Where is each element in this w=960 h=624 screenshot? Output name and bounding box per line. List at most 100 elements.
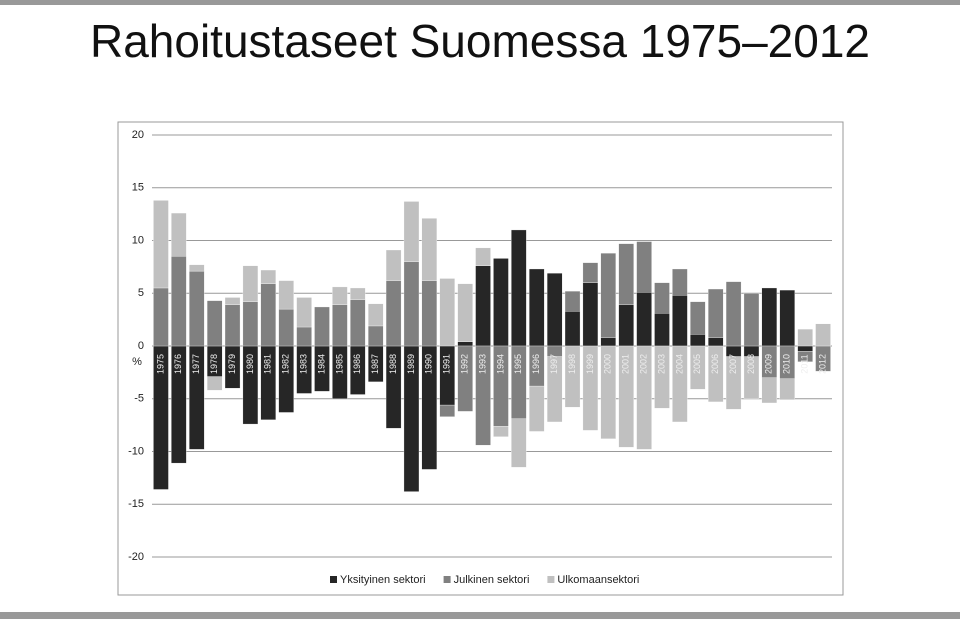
bar-segment [511, 229, 527, 347]
bar-segment [457, 283, 473, 342]
legend-label: Ulkomaansektori [557, 574, 639, 586]
x-tick-label: 1993 [477, 354, 487, 374]
bar-segment [153, 287, 169, 347]
x-tick-label: 1980 [245, 354, 255, 374]
x-tick-label: 1978 [209, 354, 219, 374]
bar-segment [636, 292, 652, 347]
bar-segment [582, 345, 599, 431]
bar-segment [260, 269, 276, 284]
x-tick-label: 2001 [621, 354, 631, 374]
bar-segment [493, 426, 509, 437]
bar-segment [618, 345, 634, 448]
bar-segment [153, 200, 169, 289]
x-tick-label: 1995 [513, 354, 523, 374]
bar-segment [564, 311, 581, 347]
bar-segment [189, 270, 205, 347]
bar-segment [368, 303, 384, 327]
bar-segment [206, 300, 223, 347]
x-tick-label: 1997 [549, 354, 559, 374]
bar-segment [189, 264, 205, 272]
bar-segment [654, 345, 670, 409]
x-tick-label: 2011 [800, 354, 810, 373]
x-tick-label: 2004 [674, 354, 684, 374]
bar-segment [546, 356, 563, 423]
y-tick-label: 0 [138, 340, 144, 352]
bar-segment [743, 356, 760, 399]
bar-segment [654, 313, 670, 347]
x-tick-label: 2008 [746, 354, 756, 374]
bar-segment [797, 328, 813, 347]
x-tick-label: 2006 [710, 354, 720, 374]
legend-swatch [443, 576, 451, 583]
x-tick-label: 1994 [495, 354, 505, 374]
x-tick-label: 2002 [638, 354, 648, 374]
x-tick-label: 2005 [692, 354, 702, 374]
bar-segment [439, 278, 455, 347]
bar-segment [797, 351, 813, 362]
legend-swatch [330, 576, 337, 583]
bar-segment [761, 287, 778, 347]
bar-segment [296, 326, 312, 347]
bar-segment [582, 282, 599, 347]
bar-segment [206, 376, 223, 391]
bar-segment [618, 304, 634, 347]
bar-segment [475, 265, 491, 347]
x-tick-label: 1989 [406, 354, 416, 374]
bar-segment [815, 323, 831, 347]
bar-segment [708, 337, 724, 347]
bar-segment [618, 243, 634, 306]
bar-segment [564, 345, 581, 408]
x-tick-label: 2010 [782, 354, 792, 374]
bar-segment [457, 341, 473, 347]
bar-segment [761, 377, 778, 404]
bar-segment [600, 337, 616, 347]
bar-segment [403, 201, 420, 262]
legend-label: Julkinen sektori [454, 574, 530, 586]
x-tick-label: 1998 [567, 354, 577, 374]
bar-segment [636, 241, 652, 293]
bar-segment [690, 301, 706, 335]
bar-segment [475, 345, 491, 446]
x-tick-label: 1979 [227, 354, 237, 374]
y-tick-label: -15 [128, 498, 144, 510]
bar-segment [725, 281, 742, 347]
bar-segment [242, 265, 259, 302]
x-tick-label: 2007 [728, 354, 738, 374]
bar-segment [743, 293, 760, 347]
bar-segment [260, 283, 276, 347]
x-tick-label: 1982 [281, 354, 291, 374]
x-tick-label: 1996 [531, 354, 541, 374]
x-tick-label: 1981 [263, 354, 273, 374]
y-axis-label: % [132, 356, 142, 368]
bar-segment [171, 256, 187, 347]
bar-segment [403, 261, 420, 347]
bar-segment [708, 288, 724, 338]
bar-segment [475, 247, 491, 266]
y-tick-label: 10 [132, 234, 144, 246]
bar-segment [332, 286, 348, 306]
legend-label: Yksityinen sektori [340, 574, 426, 586]
bottom-rule [0, 612, 960, 619]
x-tick-label: 2009 [764, 354, 774, 374]
bar-segment [439, 404, 455, 417]
bar-segment [779, 378, 795, 400]
bar-segment [421, 280, 438, 347]
bar-segment [278, 308, 294, 347]
bar-segment [224, 297, 241, 306]
bar-segment [421, 218, 438, 281]
slide-title: Rahoitustaseet Suomessa 1975–2012 [90, 15, 870, 67]
bar-segment [779, 289, 795, 347]
bar-segment [529, 268, 545, 347]
bar-segment [600, 253, 616, 338]
bar-segment [171, 212, 187, 257]
top-rule [0, 0, 960, 5]
x-tick-label: 1988 [388, 354, 398, 374]
bar-segment [690, 345, 706, 390]
bar-segment [224, 304, 241, 347]
x-tick-label: 1984 [316, 354, 326, 374]
bar-segment [385, 280, 402, 347]
x-tick-label: 2012 [817, 354, 827, 374]
bar-segment [314, 306, 330, 347]
y-tick-label: 15 [132, 182, 144, 194]
